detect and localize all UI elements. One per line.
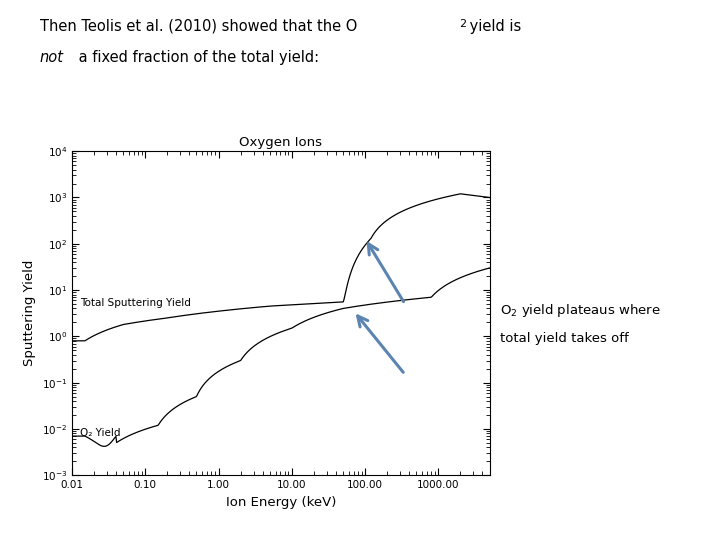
Text: not: not bbox=[40, 50, 63, 65]
Text: O$_2$ yield plateaus where: O$_2$ yield plateaus where bbox=[500, 302, 661, 319]
Text: O₂ Yield: O₂ Yield bbox=[81, 428, 121, 438]
Title: Oxygen Ions: Oxygen Ions bbox=[239, 136, 323, 148]
Text: Total Sputtering Yield: Total Sputtering Yield bbox=[81, 298, 192, 308]
Text: yield is: yield is bbox=[465, 19, 521, 34]
Text: total yield takes off: total yield takes off bbox=[500, 332, 629, 345]
Text: Then Teolis et al. (2010) showed that the O: Then Teolis et al. (2010) showed that th… bbox=[40, 19, 357, 34]
Text: a fixed fraction of the total yield:: a fixed fraction of the total yield: bbox=[74, 50, 319, 65]
X-axis label: Ion Energy (keV): Ion Energy (keV) bbox=[225, 496, 336, 509]
Y-axis label: Sputtering Yield: Sputtering Yield bbox=[23, 260, 36, 366]
Text: 2: 2 bbox=[459, 19, 466, 29]
